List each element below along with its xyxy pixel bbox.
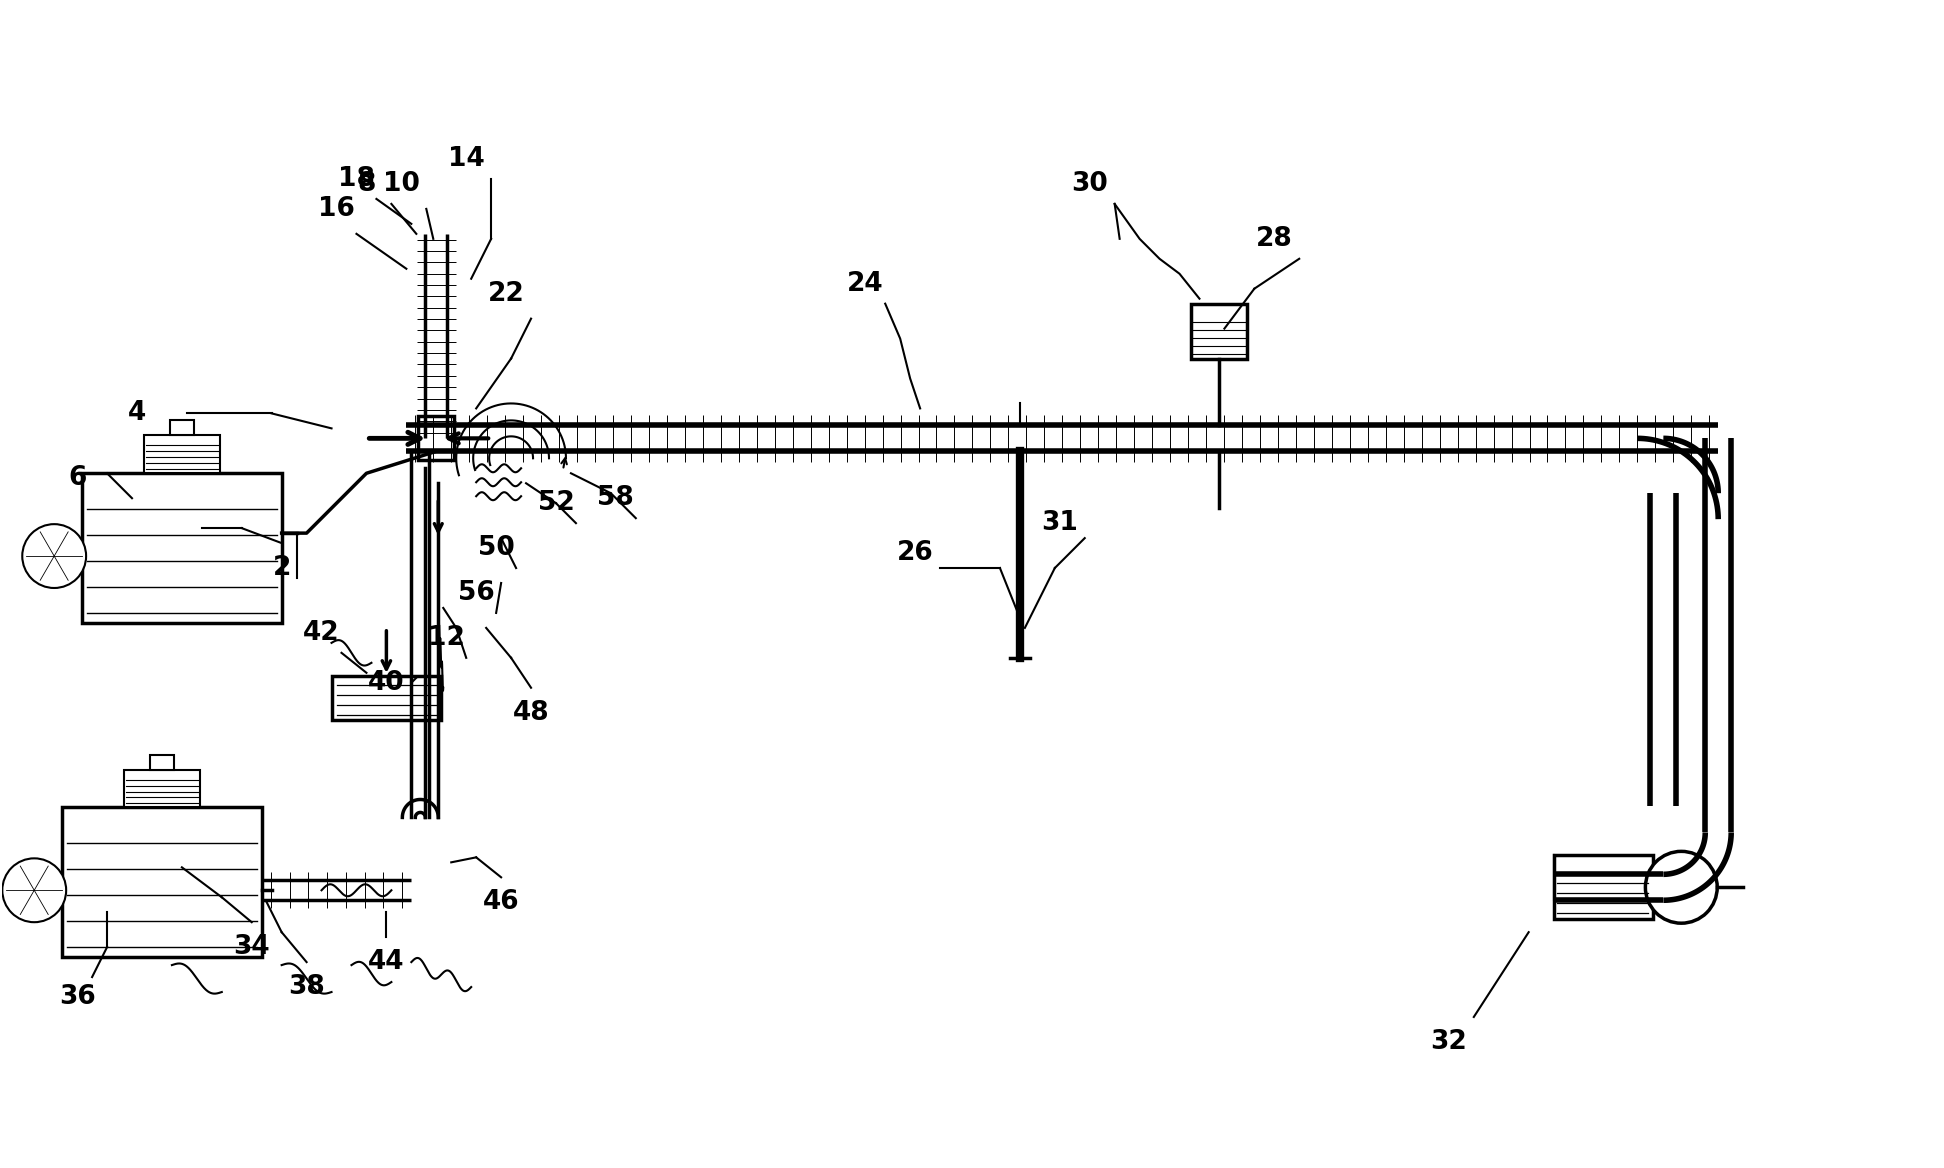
- Text: 44: 44: [367, 950, 404, 975]
- Circle shape: [2, 858, 66, 923]
- Circle shape: [1645, 851, 1717, 923]
- Text: 16: 16: [319, 196, 356, 222]
- Text: 28: 28: [1256, 225, 1293, 252]
- Text: 31: 31: [1042, 510, 1079, 536]
- Text: 50: 50: [478, 535, 515, 561]
- Text: 40: 40: [367, 669, 404, 696]
- Text: 6: 6: [68, 465, 86, 492]
- Bar: [144, 436, 220, 473]
- Text: 58: 58: [597, 485, 634, 512]
- Text: 46: 46: [482, 889, 519, 916]
- Bar: [418, 417, 455, 460]
- Text: 34: 34: [233, 934, 270, 960]
- Text: 10: 10: [383, 171, 420, 197]
- Text: 12: 12: [428, 625, 465, 651]
- Text: 22: 22: [488, 280, 525, 307]
- Text: 30: 30: [1071, 171, 1108, 197]
- Bar: [332, 676, 441, 719]
- Text: 18: 18: [338, 166, 375, 192]
- Text: 8: 8: [358, 171, 375, 197]
- Text: 38: 38: [288, 974, 325, 1000]
- Bar: [82, 473, 282, 623]
- Text: 56: 56: [457, 580, 494, 606]
- Bar: [1192, 304, 1248, 359]
- Circle shape: [21, 524, 86, 588]
- Text: 32: 32: [1431, 1029, 1468, 1055]
- Bar: [169, 420, 194, 436]
- Bar: [150, 755, 173, 770]
- Text: 24: 24: [848, 271, 885, 297]
- Text: 36: 36: [58, 983, 95, 1010]
- Text: 4: 4: [128, 401, 146, 426]
- Text: 48: 48: [513, 700, 550, 725]
- Text: 14: 14: [447, 146, 484, 172]
- Bar: [124, 770, 200, 807]
- Bar: [1553, 855, 1654, 919]
- Text: 26: 26: [896, 540, 933, 566]
- Text: 52: 52: [538, 491, 573, 516]
- Text: 2: 2: [272, 555, 292, 580]
- Bar: [62, 807, 262, 957]
- Text: 42: 42: [303, 620, 340, 646]
